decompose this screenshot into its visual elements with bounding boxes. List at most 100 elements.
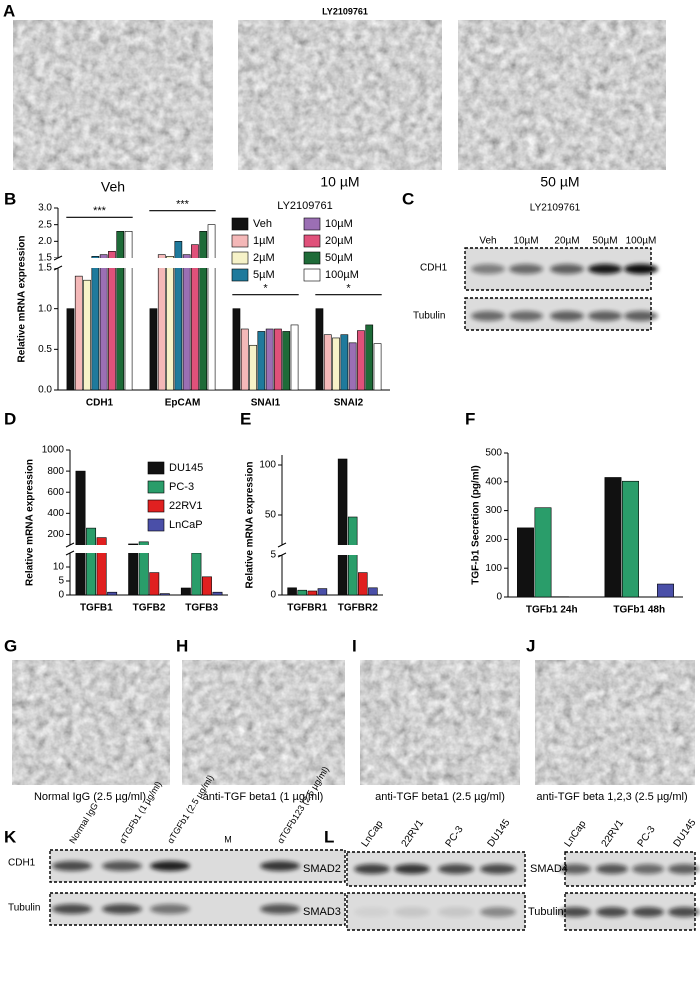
significance-label: * xyxy=(263,283,268,295)
y-tick-label: 3.0 xyxy=(38,203,52,214)
lane-label: LnCap xyxy=(360,818,386,849)
panel-label: C xyxy=(402,189,414,208)
y-tick-label: 600 xyxy=(47,487,64,498)
bar xyxy=(315,308,324,391)
bar xyxy=(75,470,86,596)
bar xyxy=(307,590,318,596)
legend-label: 20µM xyxy=(325,235,353,247)
blot-band xyxy=(632,864,664,874)
bar xyxy=(157,254,166,391)
x-tick-label: EpCAM xyxy=(165,398,201,409)
blot-band xyxy=(624,264,658,274)
legend-label: DU145 xyxy=(169,462,203,474)
micrograph xyxy=(238,20,442,170)
blot-band xyxy=(102,904,142,914)
x-tick-label: SNAI1 xyxy=(251,398,281,409)
row-label: SMAD3 xyxy=(303,906,341,918)
panel-title: LY2109761 xyxy=(322,6,368,16)
x-tick-label: TGFB3 xyxy=(185,603,218,614)
blot-band xyxy=(550,311,584,321)
y-axis-label: Relative mRNA expression xyxy=(25,459,36,586)
bar xyxy=(66,308,75,391)
panel-label: H xyxy=(176,636,188,655)
lane-label: M xyxy=(224,834,232,844)
bar xyxy=(317,588,328,596)
blot-band xyxy=(150,861,190,871)
blot-band xyxy=(624,311,658,321)
bar xyxy=(282,331,291,391)
row-label: Tubulin xyxy=(413,311,445,322)
legend-label: 1µM xyxy=(253,235,275,247)
legend-label: 50µM xyxy=(325,252,353,264)
bar xyxy=(180,587,191,596)
axis-break-mark xyxy=(65,550,75,556)
blot-band xyxy=(668,864,700,874)
blot-band xyxy=(668,907,700,917)
bar xyxy=(368,587,378,596)
panel-label: G xyxy=(4,636,17,655)
bar xyxy=(191,552,202,596)
lane-label: 20µM xyxy=(554,236,579,247)
bar xyxy=(207,224,216,391)
micrograph-caption: anti-TGF beta1 (1 µg/ml) xyxy=(203,791,324,803)
y-tick-label: 2.0 xyxy=(38,236,52,247)
y-tick-label: 500 xyxy=(485,448,502,459)
lane-label: 100µM xyxy=(626,236,657,247)
bar xyxy=(124,231,133,391)
bar xyxy=(199,231,208,391)
micrograph xyxy=(13,20,213,170)
lane-label: DU145 xyxy=(672,817,699,849)
bar xyxy=(249,344,257,391)
blot-band xyxy=(596,907,628,917)
axis-break-mark xyxy=(277,542,287,548)
lane-label: PC-3 xyxy=(444,824,466,849)
blot-band xyxy=(354,864,390,874)
blot-box xyxy=(49,849,346,883)
bar xyxy=(373,343,382,391)
row-label: CDH1 xyxy=(8,858,36,869)
micrograph-caption: Veh xyxy=(101,179,125,195)
legend-swatch xyxy=(303,234,321,248)
bar xyxy=(357,330,365,391)
panel-label: J xyxy=(526,636,535,655)
legend-label: 22RV1 xyxy=(169,500,202,512)
y-tick-label: 200 xyxy=(485,534,502,545)
panel-label: D xyxy=(4,409,16,428)
y-axis-label: Relative mRNA expression xyxy=(245,462,256,589)
panel-label: B xyxy=(4,189,16,208)
lane-label: Normal IgG xyxy=(67,801,100,845)
bar xyxy=(212,591,223,596)
x-tick-label: TGFB2 xyxy=(133,603,166,614)
bar xyxy=(174,241,183,391)
y-tick-label: 2.5 xyxy=(38,219,52,230)
bar xyxy=(347,516,358,596)
bar xyxy=(138,541,149,596)
blot-band xyxy=(480,907,516,917)
panel-label: E xyxy=(240,409,251,428)
blot-band xyxy=(150,904,190,914)
y-tick-label: 0 xyxy=(270,590,276,601)
bar xyxy=(274,328,282,391)
micrograph-caption: Normal IgG (2.5 µg/ml) xyxy=(34,791,146,803)
y-tick-label: 1000 xyxy=(42,445,65,456)
bar xyxy=(166,256,174,391)
y-tick-label: 1.5 xyxy=(38,263,52,274)
bar xyxy=(91,256,100,391)
legend-swatch xyxy=(147,480,165,494)
micrograph-caption: anti-TGF beta1 (2.5 µg/ml) xyxy=(375,791,505,803)
y-tick-label: 800 xyxy=(47,466,64,477)
bar xyxy=(340,334,349,391)
blot-band xyxy=(438,907,474,917)
micrograph xyxy=(458,20,666,170)
axis-break-mark xyxy=(277,552,287,558)
x-tick-label: TGFBR2 xyxy=(338,603,378,614)
blot-band xyxy=(260,904,300,914)
legend-swatch xyxy=(231,217,249,231)
bar xyxy=(201,576,212,596)
chart-title: LY2109761 xyxy=(277,200,332,212)
blot-band xyxy=(550,264,584,274)
blot-band xyxy=(394,864,430,874)
blot-band xyxy=(260,861,300,871)
x-tick-label: TGFb1 24h xyxy=(526,605,578,616)
lane-label: αTGFb1 (1 µg/ml) xyxy=(117,779,163,845)
